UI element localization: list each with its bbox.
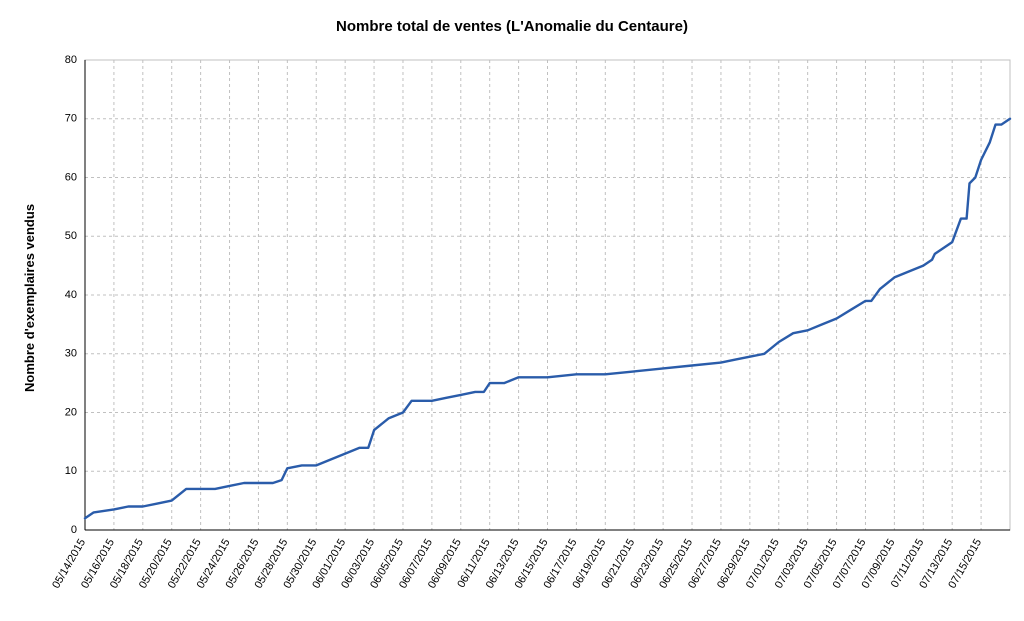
y-tick-label: 20 — [65, 406, 77, 418]
y-tick-label: 60 — [65, 171, 77, 183]
y-tick-label: 50 — [65, 230, 77, 242]
y-tick-label: 40 — [65, 289, 77, 301]
y-axis-label: Nombre d'exemplaires vendus — [22, 203, 37, 391]
y-tick-label: 10 — [65, 465, 77, 477]
chart-svg: 0102030405060708005/14/201505/16/201505/… — [0, 0, 1024, 621]
chart-title: Nombre total de ventes (L'Anomalie du Ce… — [0, 18, 1024, 35]
y-tick-label: 80 — [65, 54, 77, 66]
y-tick-label: 70 — [65, 113, 77, 125]
y-tick-label: 30 — [65, 348, 77, 360]
y-tick-label: 0 — [71, 524, 77, 536]
chart-container: Nombre total de ventes (L'Anomalie du Ce… — [0, 0, 1024, 621]
